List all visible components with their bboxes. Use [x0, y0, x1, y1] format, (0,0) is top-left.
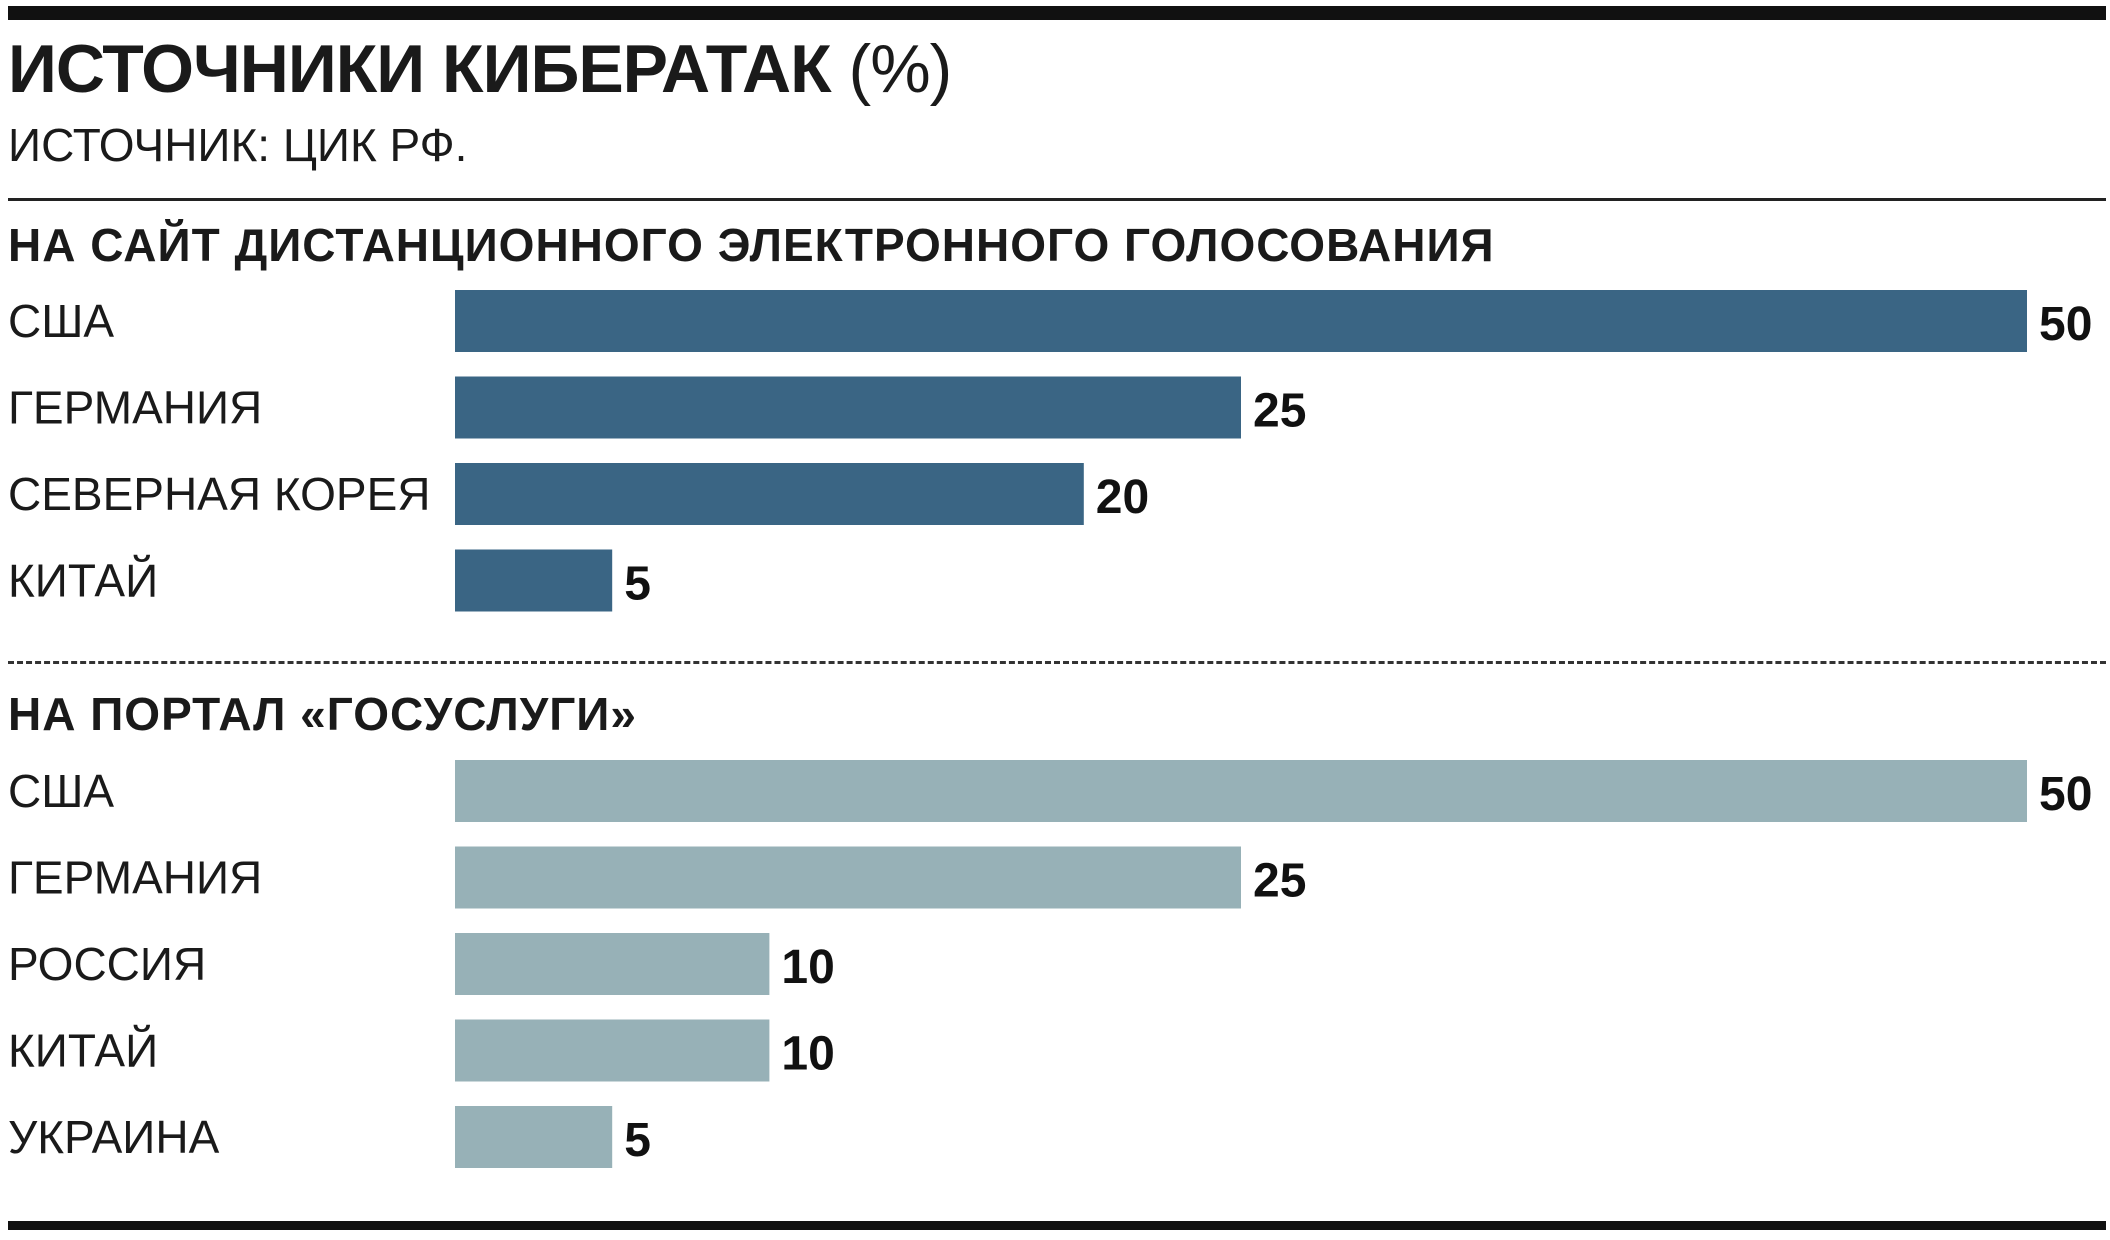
- value-label: 25: [1253, 385, 1306, 438]
- source-note: ИСТОЧНИК: ЦИК РФ.: [8, 119, 468, 171]
- section-divider-dashed: [8, 661, 2106, 664]
- value-label: 50: [2039, 298, 2092, 351]
- bar: [455, 1019, 770, 1082]
- value-label: 5: [624, 558, 651, 611]
- bar-chart-gosuslugi: США 50 ГЕРМАНИЯ 25 РОССИЯ 10 КИТАЙ 10 УКРАИНА 5: [8, 760, 2092, 1168]
- category-label: СЕВЕРНАЯ КОРЕЯ: [8, 468, 431, 520]
- value-label: 10: [781, 1028, 834, 1081]
- value-label: 10: [781, 941, 834, 994]
- value-label: 50: [2039, 768, 2092, 821]
- bar: [455, 290, 2027, 352]
- chart-title-text: ИСТОЧНИКИ КИБЕРАТАК: [8, 31, 832, 107]
- chart-title-unit: (%): [848, 31, 953, 107]
- category-label: КИТАЙ: [8, 1025, 158, 1077]
- bar: [455, 846, 1241, 909]
- bar: [455, 760, 2027, 822]
- bar: [455, 1106, 613, 1168]
- section-title-voting: НА САЙТ ДИСТАНЦИОННОГО ЭЛЕКТРОННОГО ГОЛО…: [8, 219, 1495, 271]
- value-label: 5: [624, 1114, 651, 1167]
- value-label: 25: [1253, 855, 1306, 908]
- bar: [455, 549, 613, 612]
- category-label: РОССИЯ: [8, 938, 206, 990]
- category-label: ГЕРМАНИЯ: [8, 852, 262, 904]
- top-rule: [8, 6, 2106, 20]
- category-label: ГЕРМАНИЯ: [8, 382, 262, 434]
- bar: [455, 933, 770, 995]
- section-title-gosuslugi: НА ПОРТАЛ «ГОСУСЛУГИ»: [8, 688, 637, 740]
- category-label: УКРАИНА: [8, 1111, 220, 1163]
- category-label: США: [8, 295, 114, 347]
- chart-title: ИСТОЧНИКИ КИБЕРАТАК (%): [8, 30, 953, 108]
- category-label: США: [8, 765, 114, 817]
- bar-chart-voting: США 50 ГЕРМАНИЯ 25 СЕВЕРНАЯ КОРЕЯ 20 КИТАЙ 5: [8, 290, 2092, 612]
- category-label: КИТАЙ: [8, 555, 158, 607]
- value-label: 20: [1096, 471, 1149, 524]
- header-divider: [8, 198, 2106, 201]
- bar: [455, 376, 1241, 439]
- bar: [455, 463, 1084, 525]
- bottom-rule: [8, 1221, 2106, 1230]
